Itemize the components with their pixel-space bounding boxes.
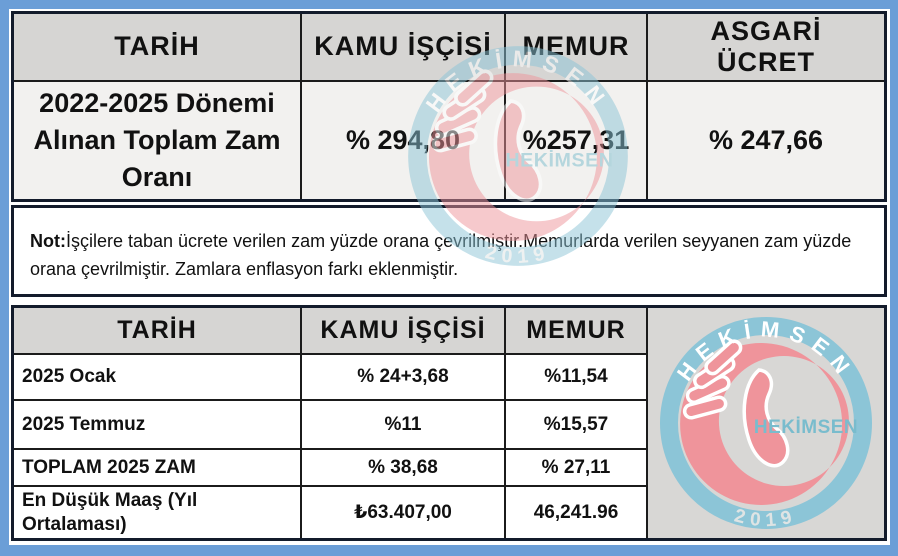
summary-header-tarih: TARİH	[14, 14, 300, 80]
detail-header-kamu: KAMU İŞÇİSİ	[300, 308, 504, 353]
note-label: Not:	[30, 231, 66, 251]
detail-value-memur: % 27,11	[504, 448, 646, 485]
hekimsen-logo-cell: HEKİMSEN 2019 HEKİMSEN	[646, 308, 884, 538]
note-box: Not:İşçilere taban ücrete verilen zam yü…	[11, 205, 887, 297]
detail-row-label: 2025 Temmuz	[14, 399, 300, 448]
detail-value-kamu: %11	[300, 399, 504, 448]
summary-header-kamu: KAMU İŞÇİSİ	[300, 14, 504, 80]
summary-value-asgari: % 247,66	[646, 80, 884, 199]
detail-value-kamu: % 24+3,68	[300, 353, 504, 399]
detail-header-tarih: TARİH	[14, 308, 300, 353]
summary-row-label: 2022-2025 Dönemi Alınan Toplam Zam Oranı	[14, 80, 300, 199]
logo-year-text: 2019	[732, 506, 794, 532]
summary-table: TARİH KAMU İŞÇİSİ MEMUR ASGARİ ÜCRET 202…	[11, 11, 887, 202]
hekimsen-logo-icon: HEKİMSEN 2019 HEKİMSEN	[660, 316, 872, 532]
summary-value-kamu: % 294,80	[300, 80, 504, 199]
detail-value-memur: 46,241.96	[504, 485, 646, 538]
summary-value-memur: %257,31	[504, 80, 646, 199]
detail-value-memur: %15,57	[504, 399, 646, 448]
note-text: İşçilere taban ücrete verilen zam yüzde …	[30, 231, 852, 279]
logo-inner-text: HEKİMSEN	[754, 417, 858, 438]
detail-value-memur: %11,54	[504, 353, 646, 399]
detail-row-label: TOPLAM 2025 ZAM	[14, 448, 300, 485]
detail-table: TARİH KAMU İŞÇİSİ MEMUR HEKİMSEN 2019	[11, 305, 887, 541]
svg-text:2019: 2019	[732, 506, 800, 532]
detail-header-memur: MEMUR	[504, 308, 646, 353]
summary-header-memur: MEMUR	[504, 14, 646, 80]
summary-header-asgari: ASGARİ ÜCRET	[646, 14, 884, 80]
detail-value-kamu: % 38,68	[300, 448, 504, 485]
detail-row-label: En Düşük Maaş (Yıl Ortalaması)	[14, 485, 300, 538]
detail-value-kamu: ₺63.407,00	[300, 485, 504, 538]
detail-row-label: 2025 Ocak	[14, 353, 300, 399]
